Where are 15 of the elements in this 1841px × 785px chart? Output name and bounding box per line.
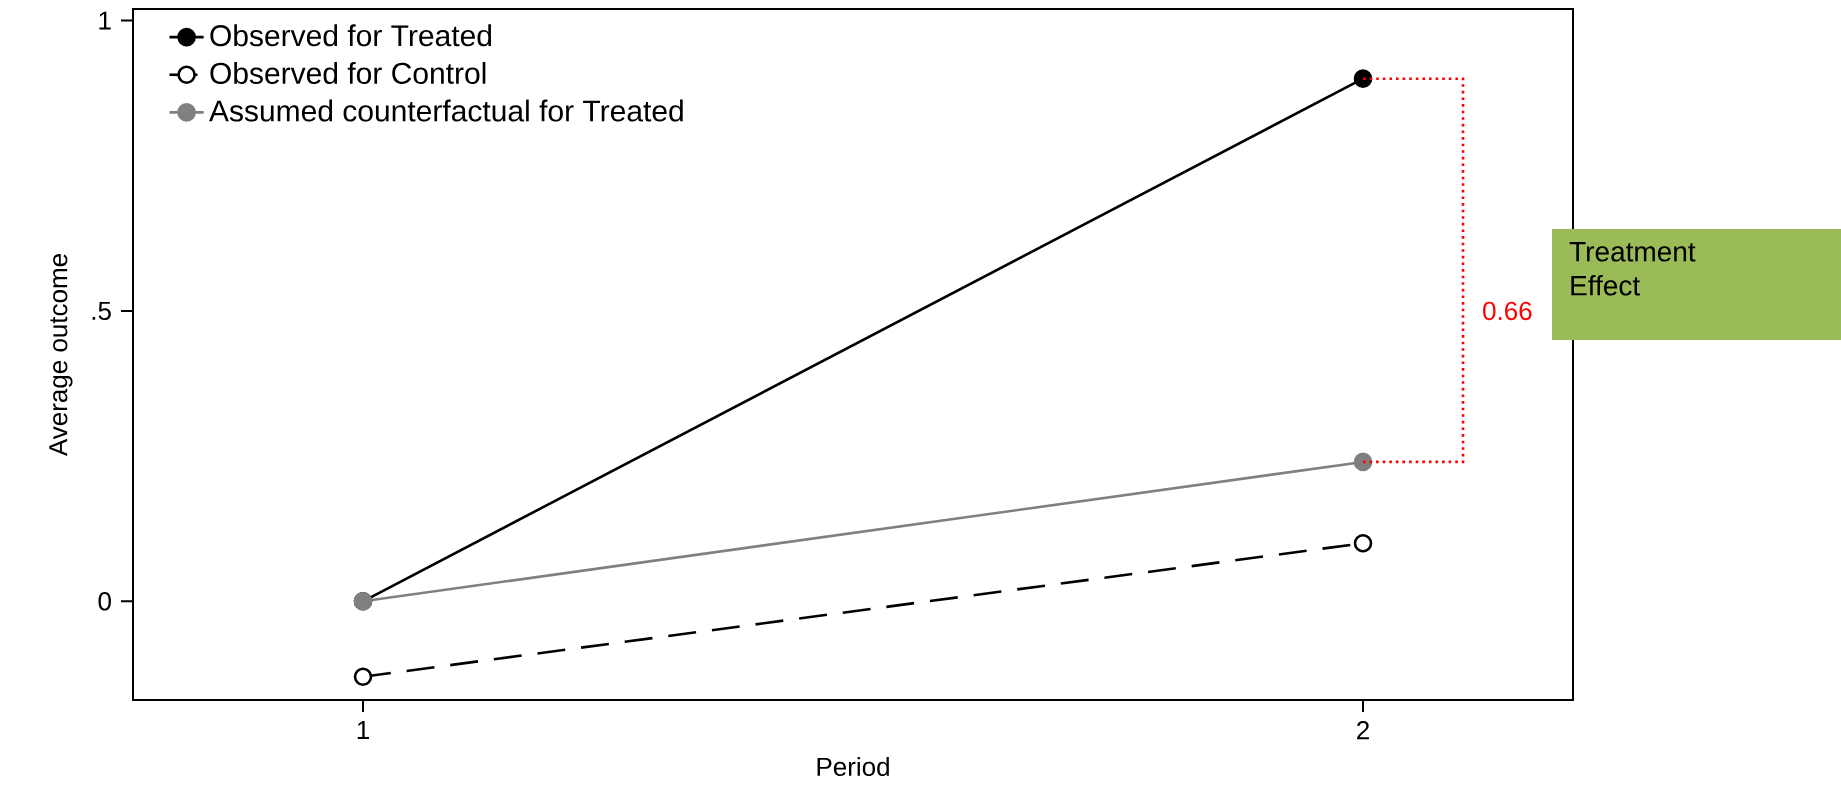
x-axis-title: Period xyxy=(817,757,889,777)
point xyxy=(1353,534,1373,553)
annotation: 0.66 xyxy=(1483,301,1532,321)
y-tick-label: 0 xyxy=(98,592,111,611)
y-tick-label: .5 xyxy=(92,302,111,321)
point xyxy=(353,667,373,687)
y-tick-label: 1 xyxy=(99,11,111,30)
legend-label: Observed for Treated xyxy=(210,24,492,47)
y-axis-title: Average outcome xyxy=(49,254,73,457)
annotation: Treatment Effect xyxy=(1569,242,1696,296)
legend-label: Observed for Control xyxy=(210,62,486,85)
point xyxy=(1353,452,1373,472)
legend-label: Assumed counterfactual for Treated xyxy=(209,99,683,122)
point xyxy=(1353,69,1373,89)
x-tick-label: 2 xyxy=(1357,721,1369,740)
